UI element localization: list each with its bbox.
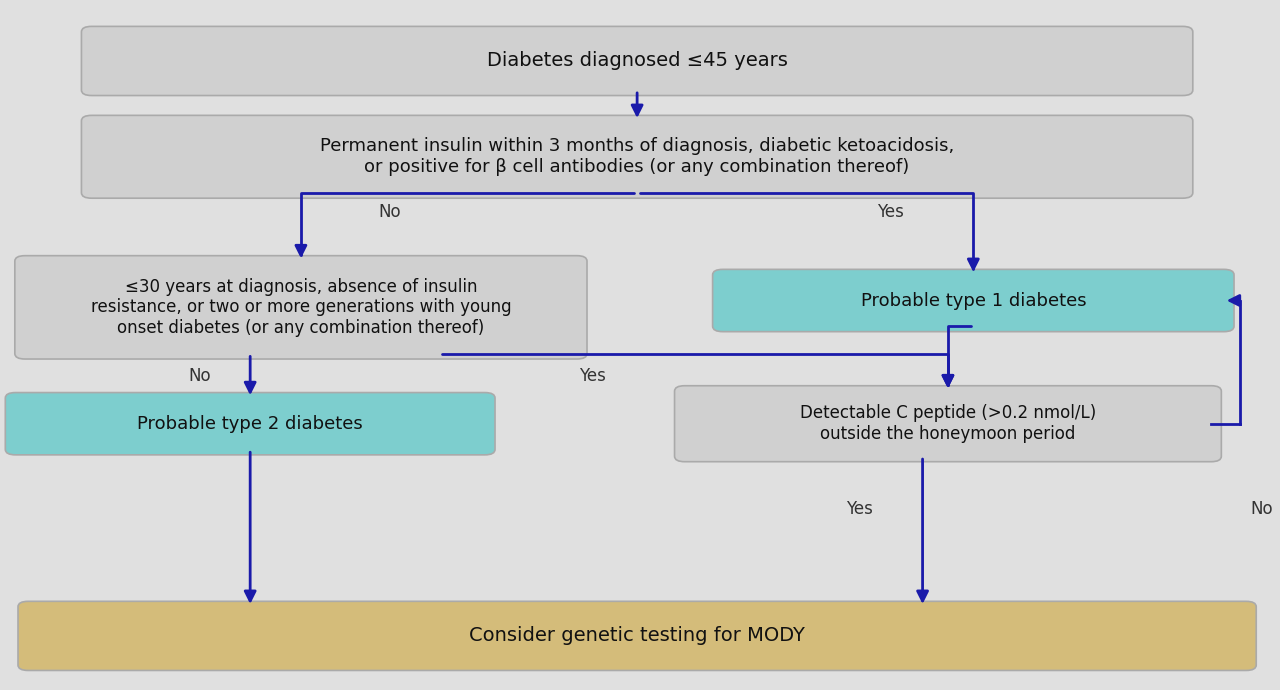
FancyBboxPatch shape xyxy=(18,601,1256,671)
Text: Probable type 1 diabetes: Probable type 1 diabetes xyxy=(860,291,1087,310)
Text: Consider genetic testing for MODY: Consider genetic testing for MODY xyxy=(470,627,805,645)
Text: Detectable C peptide (>0.2 nmol/L)
outside the honeymoon period: Detectable C peptide (>0.2 nmol/L) outsi… xyxy=(800,404,1096,443)
Text: No: No xyxy=(188,367,211,385)
FancyBboxPatch shape xyxy=(15,256,588,359)
Text: Yes: Yes xyxy=(877,203,904,221)
Text: Probable type 2 diabetes: Probable type 2 diabetes xyxy=(137,415,364,433)
FancyBboxPatch shape xyxy=(675,386,1221,462)
Text: ≤30 years at diagnosis, absence of insulin
resistance, or two or more generation: ≤30 years at diagnosis, absence of insul… xyxy=(91,277,511,337)
Text: No: No xyxy=(379,203,401,221)
Text: Diabetes diagnosed ≤45 years: Diabetes diagnosed ≤45 years xyxy=(486,52,787,70)
FancyBboxPatch shape xyxy=(82,115,1193,198)
Text: Yes: Yes xyxy=(846,500,873,518)
Text: Yes: Yes xyxy=(580,367,607,385)
FancyBboxPatch shape xyxy=(713,269,1234,332)
FancyBboxPatch shape xyxy=(5,393,495,455)
FancyBboxPatch shape xyxy=(82,26,1193,95)
Text: Permanent insulin within 3 months of diagnosis, diabetic ketoacidosis,
or positi: Permanent insulin within 3 months of dia… xyxy=(320,137,955,176)
Text: No: No xyxy=(1249,500,1272,518)
